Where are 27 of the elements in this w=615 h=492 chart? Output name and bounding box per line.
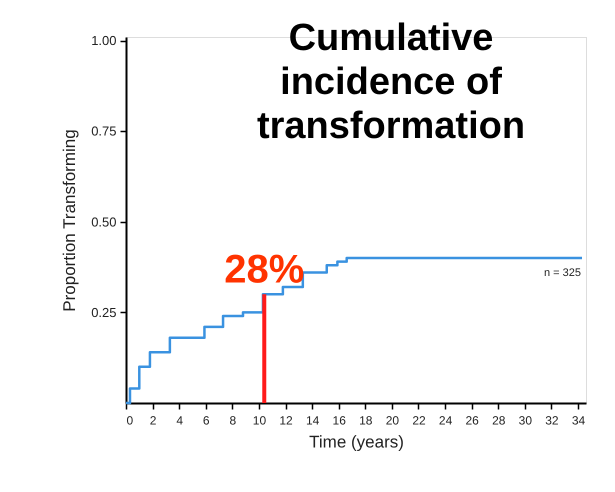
x-tick-label: 34	[572, 414, 586, 428]
x-tick-label: 10	[252, 414, 266, 428]
x-tick-label: 16	[332, 414, 346, 428]
x-tick-label: 12	[279, 414, 294, 428]
y-tick-label: 0.75	[91, 124, 116, 139]
x-tick-label: 20	[386, 414, 400, 428]
x-tick-label: 22	[412, 414, 426, 428]
y-tick-label: 1.00	[91, 33, 116, 48]
x-tick-label: 30	[518, 414, 532, 428]
annotation: 28%	[224, 247, 304, 292]
x-tick-label: 26	[465, 414, 480, 428]
x-tick-label: 14	[306, 414, 320, 428]
y-tick-label: 0.25	[91, 304, 116, 320]
x-tick-label: 0	[126, 414, 134, 428]
y-axis-title: Proportion Transforming	[60, 129, 80, 312]
x-tick-label: 24	[438, 414, 453, 428]
text: Cumulative incidence of transformation	[256, 17, 526, 147]
y-tick-label: 0.50	[91, 214, 116, 230]
x-tick-label: 18	[359, 414, 373, 428]
annotation: n = 325	[544, 267, 581, 279]
x-tick-label: 8	[230, 414, 237, 428]
x-tick-label: 4	[176, 414, 184, 428]
x-axis-title: Time (years)	[309, 432, 404, 452]
x-tick-label: 32	[545, 414, 559, 428]
x-tick-label: 6	[202, 414, 210, 428]
x-tick-label: 2	[150, 414, 157, 428]
x-tick-label: 28	[492, 414, 506, 428]
